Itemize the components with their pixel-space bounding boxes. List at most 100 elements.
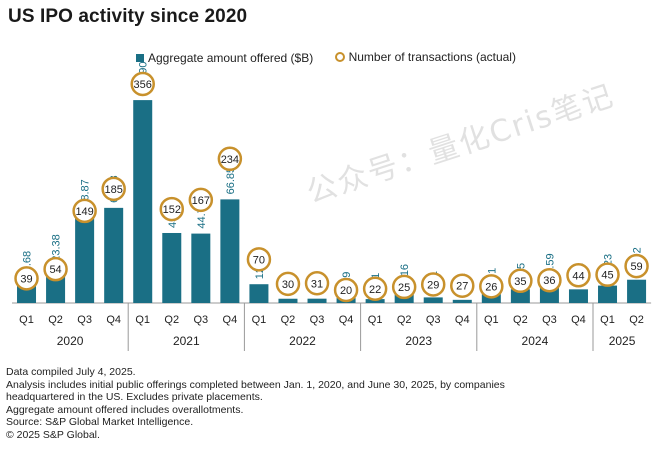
note-line: Aggregate amount offered includes overal…	[6, 403, 244, 416]
transaction-circle	[362, 276, 388, 302]
transaction-count-label: 20	[340, 285, 352, 297]
transaction-circle	[130, 71, 155, 97]
transaction-count-label: 29	[427, 279, 439, 291]
year-label: 2025	[609, 334, 636, 348]
transaction-count-label: 35	[514, 276, 526, 288]
transaction-circle	[537, 267, 562, 293]
transaction-count-label: 70	[253, 254, 265, 266]
bar	[278, 298, 298, 303]
quarter-label: Q2	[164, 314, 179, 326]
bar	[220, 199, 240, 303]
transaction-count-label: 234	[221, 154, 239, 166]
legend-label-amount: Aggregate amount offered ($B)	[148, 51, 314, 65]
transaction-circle	[159, 196, 185, 222]
chart-title: US IPO activity since 2020	[8, 6, 248, 27]
transaction-circle	[217, 146, 243, 172]
note-line: Data compiled July 4, 2025.	[6, 366, 136, 378]
transaction-count-label: 36	[543, 275, 555, 287]
bar	[75, 211, 95, 303]
legend-item-transactions: Number of transactions (actual)	[334, 50, 516, 64]
bar-value-label: 23.38	[51, 234, 63, 262]
transaction-circle	[14, 266, 39, 291]
quarter-label: Q4	[339, 314, 354, 326]
year-label: 2024	[522, 334, 549, 348]
quarter-label: Q3	[542, 314, 557, 326]
transaction-count-label: 152	[163, 204, 181, 216]
quarter-label: Q2	[629, 314, 644, 326]
bar	[162, 232, 182, 303]
transaction-count-label: 25	[398, 282, 410, 294]
transaction-circle	[275, 271, 301, 297]
quarter-label: Q3	[426, 314, 441, 326]
quarter-label: Q3	[310, 314, 325, 326]
transaction-count-label: 44	[572, 270, 584, 282]
note-line: headquartered in the US. Excludes privat…	[6, 391, 263, 403]
bar	[191, 233, 211, 303]
bar	[481, 294, 501, 303]
transaction-circle	[333, 277, 359, 303]
quarter-label: Q2	[281, 314, 296, 326]
bar	[249, 284, 269, 303]
bar	[568, 289, 588, 303]
transaction-circle	[595, 262, 620, 287]
legend-item-amount: Aggregate amount offered ($B)	[136, 51, 313, 65]
quarter-label: Q4	[223, 314, 238, 326]
quarter-label: Q1	[368, 314, 383, 326]
year-label: 2022	[289, 334, 316, 348]
transaction-circle	[420, 272, 446, 297]
transaction-circle	[43, 256, 68, 282]
chart-notes: Data compiled July 4, 2025. Analysis inc…	[6, 366, 505, 441]
legend-label-transactions: Number of transactions (actual)	[348, 50, 516, 64]
bar	[133, 100, 153, 303]
transaction-count-label: 45	[601, 270, 613, 282]
year-label: 2023	[405, 334, 432, 348]
quarter-label: Q2	[513, 314, 528, 326]
legend: Aggregate amount offered ($B) Number of …	[136, 50, 534, 65]
quarter-label: Q4	[571, 314, 586, 326]
bar	[510, 289, 530, 303]
bar	[627, 279, 647, 303]
quarter-label: Q1	[600, 314, 615, 326]
quarter-label: Q3	[77, 314, 92, 326]
transaction-circle	[72, 198, 97, 224]
quarter-label: Q2	[48, 314, 63, 326]
transaction-circle	[188, 187, 214, 213]
transaction-count-label: 356	[134, 79, 152, 91]
transaction-circle	[624, 253, 649, 279]
transaction-count-label: 39	[20, 273, 32, 285]
year-label: 2021	[173, 334, 200, 348]
transaction-circle	[508, 268, 533, 294]
bar	[365, 299, 385, 303]
legend-bar-swatch	[136, 54, 144, 62]
quarter-label: Q1	[135, 314, 150, 326]
transaction-circle	[101, 176, 126, 202]
bar	[104, 207, 124, 303]
transaction-circle	[450, 273, 475, 298]
bar	[452, 299, 472, 303]
bar	[598, 285, 618, 303]
note-line: © 2025 S&P Global.	[6, 428, 100, 441]
transaction-circle	[566, 263, 591, 288]
transaction-count-label: 54	[49, 264, 61, 276]
transaction-count-label: 30	[282, 279, 294, 291]
bar	[423, 297, 443, 303]
transaction-count-label: 31	[311, 278, 323, 290]
quarter-label: Q4	[106, 314, 121, 326]
bar-value-label: 66.85	[225, 167, 237, 195]
ipo-chart: 12.68Q123.38Q258.87Q361.38Q4130.90Q145.1…	[12, 61, 652, 351]
transaction-count-label: 185	[104, 184, 122, 196]
note-line: Analysis includes initial public offerin…	[6, 378, 505, 391]
quarter-label: Q3	[193, 314, 208, 326]
quarter-label: Q1	[19, 314, 34, 326]
transaction-count-label: 59	[630, 261, 642, 273]
transaction-circle	[479, 274, 504, 299]
quarter-label: Q2	[397, 314, 412, 326]
quarter-label: Q4	[455, 314, 470, 326]
legend-circle-swatch	[334, 52, 345, 62]
note-line: Source: S&P Global Market Intelligence.	[6, 416, 194, 428]
year-label: 2020	[57, 334, 84, 348]
transaction-count-label: 167	[192, 195, 210, 207]
transaction-count-label: 27	[456, 281, 468, 293]
bar	[307, 298, 327, 303]
transaction-count-label: 22	[369, 284, 381, 296]
